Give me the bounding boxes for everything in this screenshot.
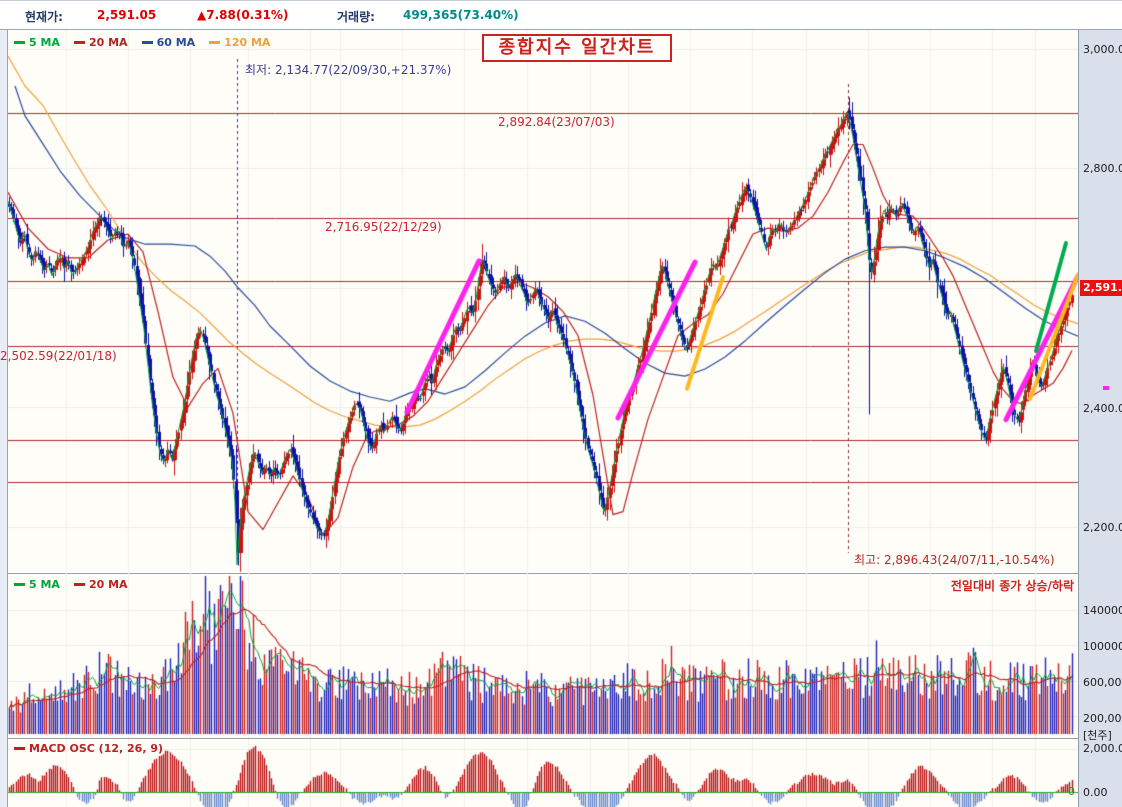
legend-item-ma5: 5 MA: [14, 36, 60, 49]
magenta-tick-icon: [1103, 386, 1109, 390]
current-price-label: 현재가:: [25, 10, 63, 24]
ma5-swatch: [14, 41, 25, 44]
legend-item-ma60: 60 MA: [141, 36, 195, 49]
vol-axis-600000: 600,000: [1083, 676, 1122, 689]
top-info-bar: 현재가: 2,591.05 ▲7.88(0.31%) 거래량: 499,365(…: [0, 1, 1122, 30]
ma120-swatch: [209, 41, 221, 44]
vol-axis-1400000: 1400000: [1083, 604, 1122, 617]
left-gutter: [0, 30, 8, 807]
annotation-high: 최고: 2,896.43(24/07/11,-10.54%): [854, 553, 1055, 567]
volume-caption: 전일대비 종가 상승/하락: [950, 579, 1074, 593]
legend-item-ma20: 20 MA: [73, 36, 128, 49]
vol-ma20-swatch: [73, 583, 85, 586]
volume-panel: 5 MA 20 MA 전일대비 종가 상승/하락: [8, 574, 1078, 739]
axis-label-3000: 3,000.00: [1083, 43, 1122, 56]
volume-value: 499,365(73.40%): [403, 8, 519, 22]
vol-legend-ma5: 5 MA: [14, 578, 60, 591]
current-price-value: 2,591.05: [97, 8, 157, 22]
vol-axis-unit: [천주]: [1083, 729, 1112, 742]
volume-chart-canvas[interactable]: [8, 574, 1078, 738]
main-chart-canvas[interactable]: [8, 30, 1078, 574]
vol-axis-200000: 200,000: [1083, 712, 1122, 725]
macd-axis-0: 0.00: [1083, 786, 1108, 799]
price-axis-strip: 3,000.00 2,800.00 2,400.00 2,200.00 2,59…: [1078, 30, 1122, 807]
level-label-2716: 2,716.95(22/12/29): [325, 220, 442, 234]
price-change-value: ▲7.88(0.31%): [197, 8, 289, 22]
macd-legend-item: MACD OSC (12, 26, 9): [14, 742, 163, 755]
macd-axis-2000: 2,000.00: [1083, 742, 1122, 755]
volume-label: 거래량:: [337, 10, 375, 24]
vol-axis-1000000: 1000000: [1083, 640, 1122, 653]
ma60-swatch: [141, 41, 153, 44]
annotation-low: 최저: 2,134.77(22/09/30,+21.37%): [245, 63, 452, 77]
vol-ma5-swatch: [14, 583, 25, 586]
main-chart-panel: 5 MA 20 MA 60 MA 120 MA 종합지수 일간차트 최저: 2,…: [0, 30, 1078, 574]
macd-zero-marker: 0: [1068, 785, 1075, 798]
level-label-2502: 2,502.59(22/01/18): [0, 349, 117, 363]
level-label-2892: 2,892.84(23/07/03): [498, 115, 615, 129]
macd-legend: MACD OSC (12, 26, 9): [14, 742, 163, 755]
chart-title: 종합지수 일간차트: [482, 34, 672, 62]
macd-panel: MACD OSC (12, 26, 9) 0: [8, 739, 1078, 807]
macd-swatch: [14, 747, 25, 750]
macd-chart-canvas[interactable]: [8, 739, 1078, 807]
main-chart-legend: 5 MA 20 MA 60 MA 120 MA: [14, 36, 270, 49]
ma20-swatch: [73, 41, 85, 44]
axis-label-2800: 2,800.00: [1083, 162, 1122, 175]
axis-label-2200: 2,200.00: [1083, 521, 1122, 534]
current-price-badge: 2,591.05: [1080, 280, 1122, 296]
legend-item-ma120: 120 MA: [209, 36, 270, 49]
volume-legend: 5 MA 20 MA: [14, 578, 128, 591]
vol-legend-ma20: 20 MA: [73, 578, 128, 591]
axis-label-2400: 2,400.00: [1083, 402, 1122, 415]
